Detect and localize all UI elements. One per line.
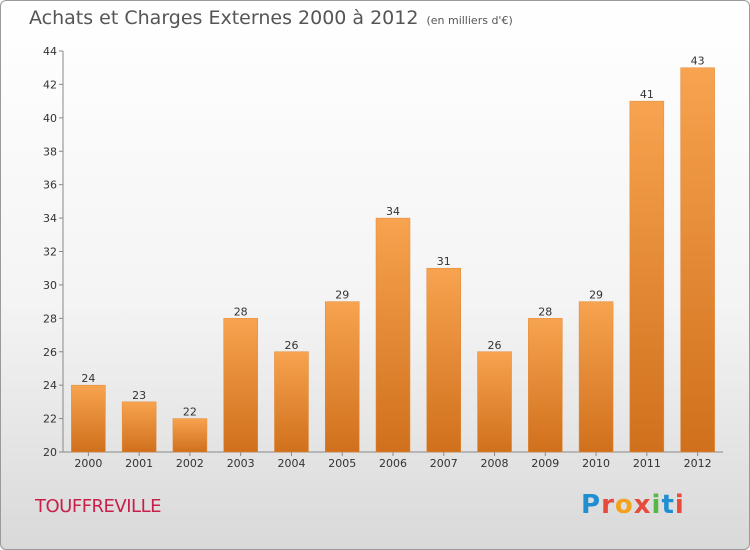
bar-2007 xyxy=(426,267,462,453)
x-tick-label-2007: 2007 xyxy=(430,457,458,470)
proxiti-logo[interactable]: Proxiti xyxy=(581,490,685,520)
chart-bars: 24 23 22 28 26 29 34 31 26 28 29 41 43 xyxy=(71,55,715,453)
y-tick-label: 20 xyxy=(43,446,57,459)
bar-2009 xyxy=(528,318,563,453)
place-name: TOUFFREVILLE xyxy=(35,496,161,517)
logo-letter: i xyxy=(651,490,662,520)
bar-2001 xyxy=(121,401,157,453)
x-tick-label-2012: 2012 xyxy=(684,457,712,470)
logo-letter: t xyxy=(661,490,675,520)
x-tick-label-2008: 2008 xyxy=(481,457,509,470)
bar-2008 xyxy=(477,351,512,453)
y-tick-label: 22 xyxy=(43,413,57,426)
bar-2000 xyxy=(71,384,106,453)
chart-title-text: Achats et Charges Externes 2000 à 2012 xyxy=(29,7,419,29)
bar-2010 xyxy=(578,301,614,453)
x-tick-label-2010: 2010 xyxy=(582,457,610,470)
logo-letter: i xyxy=(674,490,685,520)
y-tick-label: 36 xyxy=(43,179,57,192)
x-tick-label-2009: 2009 xyxy=(531,457,559,470)
bar-2003 xyxy=(223,318,258,453)
bar-2005 xyxy=(324,301,360,453)
data-label-2006: 34 xyxy=(386,205,400,218)
x-tick-label-2001: 2001 xyxy=(125,457,153,470)
x-tick-label-2006: 2006 xyxy=(379,457,407,470)
data-label-2009: 28 xyxy=(538,305,552,318)
y-tick-label: 32 xyxy=(43,246,57,259)
chart-title: Achats et Charges Externes 2000 à 2012 (e… xyxy=(29,7,513,29)
data-label-2000: 24 xyxy=(81,372,95,385)
y-tick-label: 26 xyxy=(43,346,57,359)
y-tick-label: 44 xyxy=(43,45,57,58)
data-label-2011: 41 xyxy=(640,88,654,101)
data-label-2012: 43 xyxy=(691,55,705,68)
x-tick-label-2002: 2002 xyxy=(176,457,204,470)
chart-unit: (en milliers d'€) xyxy=(426,14,513,27)
y-tick-label: 24 xyxy=(43,379,57,392)
x-tick-label-2005: 2005 xyxy=(328,457,356,470)
y-tick-label: 40 xyxy=(43,112,57,125)
logo-letter: o xyxy=(614,490,634,520)
data-label-2010: 29 xyxy=(589,289,603,302)
data-label-2001: 23 xyxy=(132,389,146,402)
logo-letter: x xyxy=(633,490,652,520)
y-tick-label: 42 xyxy=(43,78,57,91)
logo-letter: r xyxy=(601,490,615,520)
logo-letter: P xyxy=(581,490,602,520)
data-label-2005: 29 xyxy=(335,289,349,302)
x-tick-label-2004: 2004 xyxy=(277,457,305,470)
data-label-2003: 28 xyxy=(234,305,248,318)
x-tick-label-2000: 2000 xyxy=(74,457,102,470)
data-label-2002: 22 xyxy=(183,406,197,419)
bar-2002 xyxy=(172,418,208,453)
bar-2011 xyxy=(629,100,665,453)
x-tick-label-2003: 2003 xyxy=(227,457,255,470)
bar-2006 xyxy=(375,217,411,453)
y-tick-label: 34 xyxy=(43,212,57,225)
x-tick-label-2011: 2011 xyxy=(633,457,661,470)
y-tick-label: 38 xyxy=(43,145,57,158)
bar-2012 xyxy=(680,67,715,453)
y-tick-label: 28 xyxy=(43,312,57,325)
data-label-2007: 31 xyxy=(437,255,451,268)
data-label-2004: 26 xyxy=(284,339,298,352)
bar-2004 xyxy=(274,351,309,453)
data-label-2008: 26 xyxy=(488,339,502,352)
y-tick-label: 30 xyxy=(43,279,57,292)
